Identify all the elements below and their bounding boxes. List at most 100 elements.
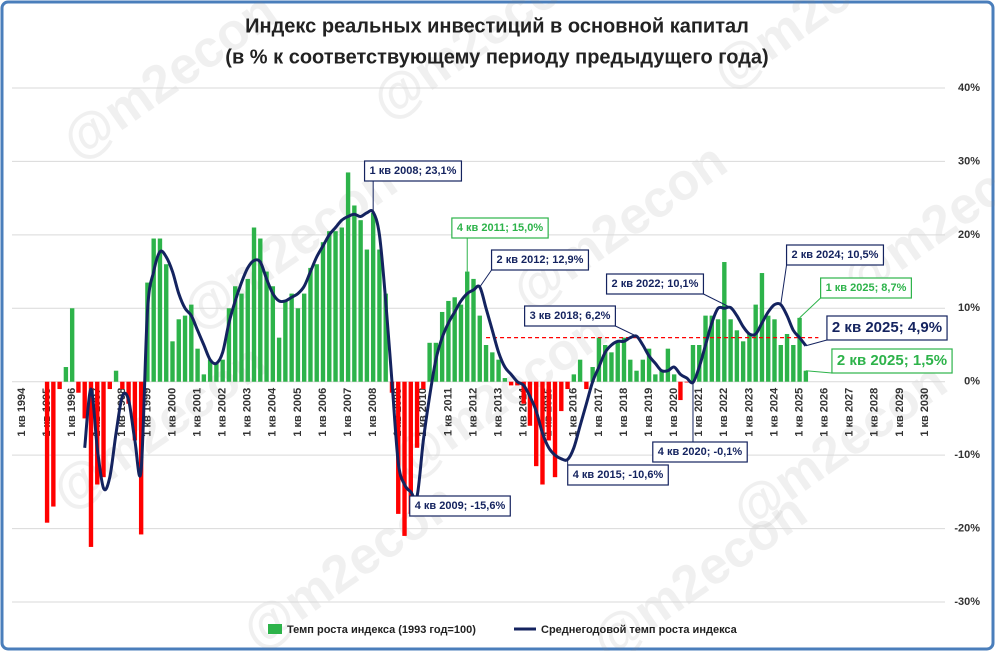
x-tick-label: 1 кв 2003 bbox=[242, 388, 254, 437]
annotation-box bbox=[605, 273, 705, 295]
annotation-label: 3 кв 2018; 6,2% bbox=[530, 310, 611, 322]
bar bbox=[784, 333, 790, 382]
bar bbox=[63, 367, 69, 382]
bar bbox=[189, 304, 194, 382]
bar bbox=[490, 352, 495, 382]
bar bbox=[559, 381, 564, 412]
bar bbox=[740, 341, 746, 382]
bar bbox=[358, 220, 363, 382]
bar bbox=[239, 293, 244, 382]
annotation: 4 кв 2015; -10,6% bbox=[567, 459, 669, 486]
bar bbox=[164, 264, 169, 382]
bar bbox=[258, 238, 263, 382]
bar bbox=[621, 337, 627, 382]
legend-label: Темп роста индекса (1993 год=100) bbox=[287, 624, 476, 636]
annotation: 2 кв 2012; 12,9% bbox=[479, 249, 590, 288]
x-tick-label: 1 кв 2006 bbox=[317, 388, 329, 437]
bar bbox=[233, 286, 238, 382]
x-tick-label: 1 кв 2026 bbox=[819, 388, 831, 437]
bar bbox=[69, 308, 75, 382]
legend-swatch bbox=[268, 624, 282, 634]
bar bbox=[521, 381, 526, 404]
bar bbox=[546, 381, 551, 441]
bar bbox=[333, 231, 338, 382]
annotation: 2 кв 2022; 10,1% bbox=[605, 273, 731, 308]
annotation-box bbox=[490, 249, 590, 271]
annotation-leader bbox=[780, 264, 788, 305]
bar bbox=[766, 315, 771, 382]
bar bbox=[276, 337, 282, 382]
x-tick-label: 1 кв 2000 bbox=[166, 388, 178, 437]
bar bbox=[157, 238, 163, 382]
bar bbox=[320, 242, 326, 382]
average-line bbox=[83, 209, 808, 501]
annotation-leader bbox=[799, 297, 821, 319]
bar bbox=[609, 352, 614, 382]
x-tick-label: 1 кв 1998 bbox=[116, 388, 128, 437]
bar bbox=[308, 267, 313, 382]
bar bbox=[126, 381, 131, 404]
x-tick-label: 1 кв 2012 bbox=[467, 388, 479, 437]
bar bbox=[483, 345, 489, 382]
x-tick-label: 1 кв 2001 bbox=[191, 388, 203, 437]
x-tick-label: 1 кв 2014 bbox=[518, 387, 530, 437]
bar bbox=[452, 297, 457, 382]
bar bbox=[690, 345, 696, 382]
annotation-label: 2 кв 2024; 10,5% bbox=[792, 249, 879, 261]
annotation-leader bbox=[479, 269, 492, 288]
bar bbox=[57, 381, 62, 390]
bar bbox=[791, 345, 796, 382]
x-tick-label: 1 кв 2024 bbox=[768, 387, 780, 437]
bar bbox=[414, 381, 420, 448]
x-tick-label: 1 кв 2008 bbox=[367, 388, 379, 437]
bar bbox=[245, 278, 250, 382]
x-tick-label: 1 кв 2016 bbox=[568, 388, 580, 437]
bar bbox=[571, 374, 577, 382]
bar bbox=[283, 300, 288, 382]
bar bbox=[496, 359, 501, 382]
bar bbox=[565, 381, 570, 390]
annotation: 4 кв 2009; -15,6% bbox=[409, 495, 511, 517]
x-tick-label: 1 кв 2027 bbox=[844, 388, 856, 437]
y-tick-label: 40% bbox=[958, 82, 980, 94]
annotation-box bbox=[363, 160, 463, 182]
bar bbox=[759, 273, 765, 382]
bar bbox=[214, 363, 219, 382]
bar bbox=[120, 381, 125, 390]
bar bbox=[728, 319, 733, 382]
annotation-box bbox=[567, 464, 669, 486]
bar bbox=[220, 359, 225, 382]
bar bbox=[439, 311, 445, 382]
bar bbox=[345, 172, 351, 382]
bar bbox=[640, 359, 646, 382]
bar bbox=[653, 374, 658, 382]
bar bbox=[289, 293, 294, 382]
bar bbox=[596, 337, 602, 382]
bar bbox=[251, 227, 257, 382]
annotation-box bbox=[451, 217, 549, 239]
bar bbox=[301, 293, 307, 382]
bar bbox=[383, 293, 388, 382]
legend: Темп роста индекса (1993 год=100) Среднег… bbox=[268, 624, 738, 636]
annotation-label: 2 кв 2025; 4,9% bbox=[832, 319, 942, 336]
annotation-label: 2 кв 2022; 10,1% bbox=[612, 278, 699, 290]
annotation-label: 2 кв 2025; 1,5% bbox=[837, 352, 947, 369]
x-tick-label: 1 кв 2005 bbox=[292, 388, 304, 437]
annotation-label: 2 кв 2012; 12,9% bbox=[497, 254, 584, 266]
bar bbox=[421, 381, 426, 390]
bar bbox=[44, 381, 50, 523]
bar bbox=[734, 330, 740, 382]
bar bbox=[88, 381, 94, 547]
chart-title: Индекс реальных инвестиций в основной ка… bbox=[245, 15, 749, 37]
bar bbox=[76, 381, 81, 393]
bar bbox=[101, 381, 106, 478]
bar bbox=[82, 381, 87, 419]
bar bbox=[477, 315, 482, 382]
bar bbox=[552, 381, 558, 478]
bar bbox=[176, 319, 181, 382]
bar bbox=[747, 333, 752, 382]
y-tick-label: 10% bbox=[958, 302, 980, 314]
bar bbox=[458, 304, 464, 382]
y-tick-label: 30% bbox=[958, 155, 980, 167]
